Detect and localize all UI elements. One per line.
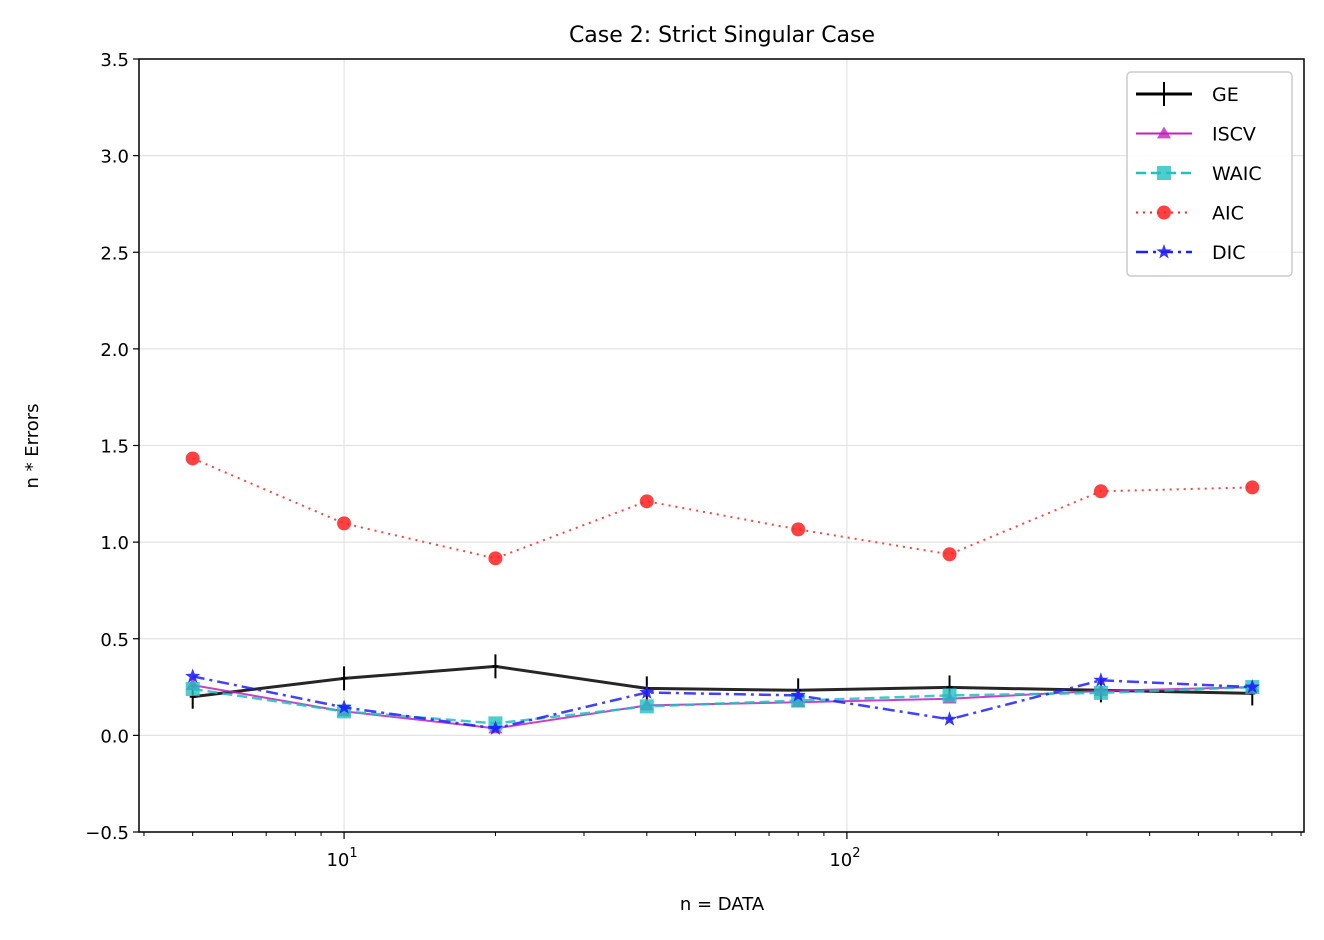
x-tick-label: 101 (326, 846, 357, 871)
circle-marker (942, 547, 957, 562)
series-aic (185, 451, 1260, 566)
y-tick-label: 3.0 (100, 147, 129, 168)
legend-box (1126, 71, 1293, 277)
square-marker (1093, 685, 1108, 700)
circle-marker (185, 451, 200, 466)
square-marker (639, 699, 654, 714)
legend-label: GE (1212, 84, 1239, 106)
circle-marker (1093, 484, 1108, 499)
star-marker (487, 720, 503, 735)
star-marker (1093, 672, 1109, 687)
circle-marker (639, 494, 654, 509)
star-marker (639, 684, 655, 699)
circle-marker (337, 516, 352, 531)
circle-marker (488, 551, 503, 566)
y-tick-label: 1.5 (100, 437, 129, 458)
star-marker (1156, 244, 1172, 259)
legend: GE ISCV WAIC AIC DIC (1126, 71, 1293, 277)
legend-label: WAIC (1212, 163, 1262, 185)
series-line (192, 664, 1253, 699)
series-line (192, 675, 1253, 730)
square-marker (942, 688, 957, 703)
star-marker (790, 687, 806, 702)
legend-label: AIC (1212, 203, 1244, 225)
y-tick-label: 2.0 (100, 340, 129, 361)
star-marker (185, 668, 201, 683)
y-tick-label: 2.5 (100, 243, 129, 264)
series-line (192, 457, 1253, 560)
y-axis-label: n * Errors (22, 403, 43, 488)
square-marker (1157, 166, 1171, 180)
plus-marker (1161, 82, 1167, 106)
x-tick-label: 102 (829, 846, 860, 871)
star-marker (1244, 679, 1260, 694)
legend-label: ISCV (1212, 124, 1256, 146)
plus-marker (492, 654, 499, 679)
circle-marker (1157, 205, 1171, 220)
star-marker (336, 699, 352, 714)
square-marker (185, 681, 200, 696)
circle-marker (1245, 480, 1260, 495)
legend-label: DIC (1212, 242, 1246, 264)
y-tick-label: 1.0 (100, 533, 129, 554)
plus-marker (341, 666, 348, 691)
triangle-marker (1157, 126, 1171, 139)
y-tick-label: 3.5 (100, 50, 129, 71)
chart-title: Case 2: Strict Singular Case (569, 23, 875, 48)
y-tick-label: 0.0 (100, 726, 129, 747)
y-tick-label: 0.5 (100, 630, 129, 651)
series-line (192, 685, 1253, 725)
star-marker (941, 711, 958, 726)
y-tick-label: −0.5 (85, 823, 129, 844)
series-dic (185, 668, 1260, 735)
x-axis-label: n = DATA (680, 894, 765, 915)
series-line (192, 684, 1253, 730)
circle-marker (791, 522, 806, 537)
